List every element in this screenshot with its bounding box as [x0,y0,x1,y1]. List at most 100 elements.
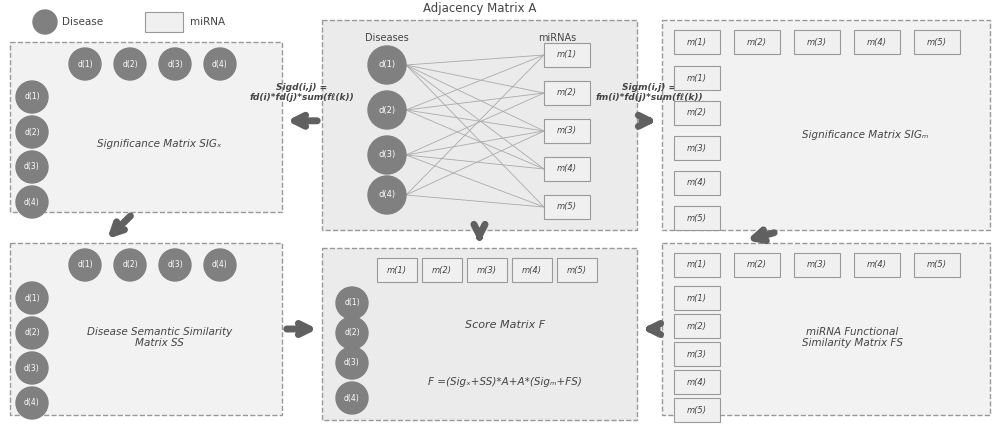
Text: m(4): m(4) [867,260,887,270]
Text: m(1): m(1) [687,73,707,83]
Text: m(5): m(5) [927,38,947,47]
Text: d(3): d(3) [378,150,396,159]
Text: Disease Semantic Similarity
Matrix SS: Disease Semantic Similarity Matrix SS [87,327,232,348]
Bar [544,157,590,181]
Bar [467,258,507,282]
Circle shape [16,186,48,218]
Bar [322,20,637,230]
Circle shape [336,317,368,349]
Bar [794,253,840,277]
Bar [544,119,590,143]
Text: m(5): m(5) [687,213,707,222]
Text: d(2): d(2) [378,105,396,114]
Text: d(2): d(2) [24,328,40,337]
Circle shape [16,317,48,349]
Text: m(2): m(2) [747,38,767,47]
Circle shape [69,249,101,281]
Bar [145,12,183,32]
Bar [674,286,720,310]
Bar [854,30,900,54]
Text: d(4): d(4) [378,191,396,200]
Bar [914,30,960,54]
Text: F =(Sigₓ+SS)*A+A*(Sigₘ+FS): F =(Sigₓ+SS)*A+A*(Sigₘ+FS) [428,377,582,387]
Text: Sigd(i,j) =
fd(i)*fd(j)*sum(fℓ(k)): Sigd(i,j) = fd(i)*fd(j)*sum(fℓ(k)) [250,83,354,102]
Text: m(5): m(5) [687,406,707,414]
Text: Significance Matrix SIGₘ: Significance Matrix SIGₘ [802,130,929,140]
Bar [674,314,720,338]
Text: m(5): m(5) [567,266,587,274]
Text: d(2): d(2) [344,328,360,337]
Text: Significance Matrix SIGₓ: Significance Matrix SIGₓ [97,139,222,149]
Circle shape [159,48,191,80]
Bar [557,258,597,282]
Circle shape [336,382,368,414]
Circle shape [16,151,48,183]
Bar [422,258,462,282]
Text: d(3): d(3) [24,162,40,172]
Bar [544,43,590,67]
Text: m(4): m(4) [687,378,707,387]
Circle shape [114,249,146,281]
Text: d(1): d(1) [24,293,40,302]
Bar [734,253,780,277]
Text: m(4): m(4) [687,178,707,187]
Bar [674,30,720,54]
Text: d(4): d(4) [212,260,228,270]
Text: m(1): m(1) [557,51,577,60]
Circle shape [368,136,406,174]
Text: d(3): d(3) [167,260,183,270]
Circle shape [336,347,368,379]
Text: m(3): m(3) [557,127,577,136]
Text: d(2): d(2) [24,127,40,137]
Text: m(3): m(3) [687,349,707,359]
Bar [674,370,720,394]
Text: d(1): d(1) [24,92,40,102]
Bar [544,195,590,219]
Bar [674,398,720,422]
Text: m(1): m(1) [687,293,707,302]
Bar [544,81,590,105]
Bar [674,136,720,160]
Text: d(1): d(1) [77,260,93,270]
Text: m(1): m(1) [687,38,707,47]
Bar [10,42,282,212]
Text: miRNAs: miRNAs [538,33,576,43]
Text: Sigm(i,j) =
fm(i)*fd(j)*sum(fℓ(k)): Sigm(i,j) = fm(i)*fd(j)*sum(fℓ(k)) [596,83,703,102]
Circle shape [33,10,57,34]
Circle shape [368,91,406,129]
Text: d(3): d(3) [24,363,40,372]
Circle shape [336,287,368,319]
Text: m(5): m(5) [927,260,947,270]
Bar [674,66,720,90]
Bar [662,20,990,230]
Circle shape [368,176,406,214]
Text: Adjacency Matrix A: Adjacency Matrix A [423,2,536,15]
Bar [674,253,720,277]
Text: m(4): m(4) [867,38,887,47]
Text: m(2): m(2) [432,266,452,274]
Circle shape [204,249,236,281]
Text: m(2): m(2) [747,260,767,270]
Circle shape [16,282,48,314]
Circle shape [159,249,191,281]
Text: miRNA: miRNA [190,17,225,27]
Text: d(3): d(3) [167,60,183,69]
Text: m(4): m(4) [522,266,542,274]
Text: m(2): m(2) [557,89,577,98]
Bar [674,101,720,125]
Text: m(3): m(3) [807,38,827,47]
Text: d(1): d(1) [378,60,396,70]
Bar [854,253,900,277]
Text: d(3): d(3) [344,359,360,368]
Text: m(3): m(3) [477,266,497,274]
Circle shape [16,387,48,419]
Text: d(1): d(1) [344,299,360,308]
Text: d(4): d(4) [212,60,228,69]
Circle shape [69,48,101,80]
Text: d(2): d(2) [122,260,138,270]
Text: d(4): d(4) [24,197,40,206]
Text: m(1): m(1) [387,266,407,274]
Text: Disease: Disease [62,17,103,27]
Circle shape [114,48,146,80]
Bar [512,258,552,282]
